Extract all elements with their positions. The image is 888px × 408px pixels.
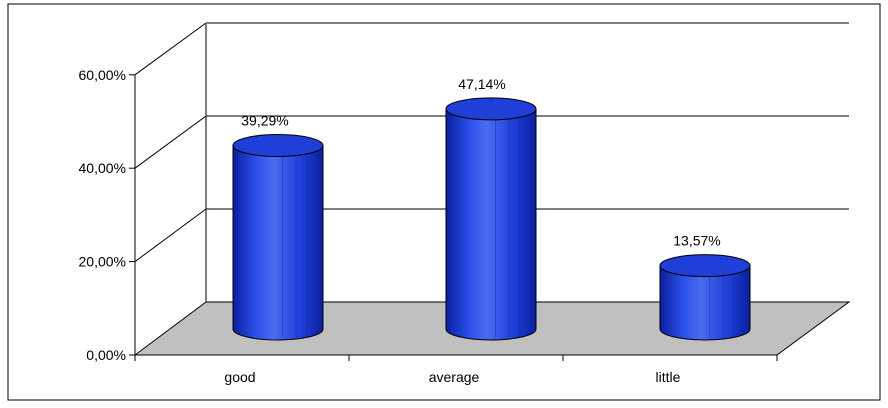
y-tick-label: 40,00%	[79, 160, 126, 176]
bar	[445, 97, 537, 341]
x-tick-label: little	[656, 369, 681, 385]
bar-top	[659, 254, 751, 278]
y-tick-label: 20,00%	[79, 254, 126, 270]
gridline-diagonal	[134, 115, 207, 169]
bar-body	[445, 108, 537, 341]
gridline-diagonal	[134, 208, 207, 263]
labels-layer: 39,29% good 47,14% average 13,57% little	[224, 76, 720, 385]
axis-layer: 0,00% 20,00% 40,00% 60,00%	[79, 67, 778, 363]
grid-layer	[134, 22, 849, 263]
gridline-diagonal	[134, 22, 207, 76]
data-label: 47,14%	[458, 76, 505, 92]
x-tick-label: average	[429, 369, 480, 385]
bar	[232, 134, 324, 341]
bar	[659, 254, 751, 341]
y-tick-label: 0,00%	[86, 347, 126, 363]
bar-body	[232, 145, 324, 341]
bars-layer	[232, 97, 751, 341]
x-tick-label: good	[224, 369, 255, 385]
data-label: 13,57%	[673, 233, 720, 249]
data-label: 39,29%	[241, 113, 288, 129]
bar-top	[445, 97, 537, 121]
bar-body	[659, 265, 751, 341]
bar-top	[232, 134, 324, 158]
y-tick-label: 60,00%	[79, 67, 126, 83]
